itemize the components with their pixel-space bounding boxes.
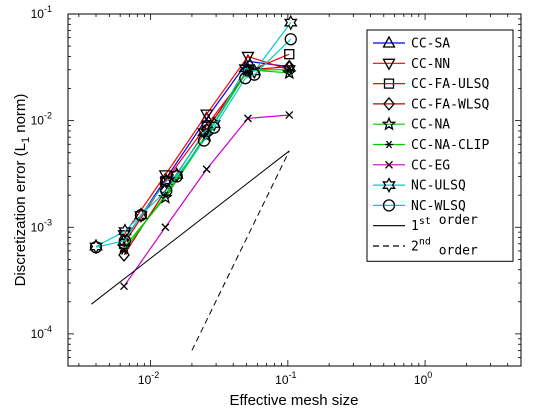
legend-label: CC-NN [411,57,450,72]
series-layer [89,14,298,351]
legend-marker [382,35,396,48]
x-tick-label: 10-2 [138,370,159,387]
y-tick-label: 10-3 [31,217,52,234]
data-point [160,184,173,197]
data-point [161,223,170,232]
data-point [120,282,128,291]
data-point [281,65,297,80]
y-tick-label: 10-4 [31,324,52,341]
legend-label: NC-ULSQ [411,179,466,194]
y-tick-label: 10-1 [31,4,52,21]
legend-label: 1st order [411,213,478,234]
data-point [118,247,130,262]
x-tick-label: 10-1 [275,370,296,387]
legend-label: CC-EG [411,158,450,173]
data-point [284,49,295,60]
legend-item: NC-WLSQ [373,199,466,214]
legend-item: 2nd order [373,237,478,259]
legend-marker [381,116,397,131]
legend-label: CC-NA-CLIP [411,138,489,153]
series-7 [89,14,298,255]
data-point [238,60,253,77]
legend-label: NC-WLSQ [411,199,466,214]
data-point [243,114,252,123]
data-point [118,234,132,247]
legend-item: CC-FA-ULSQ [373,77,489,92]
data-point [197,124,211,141]
data-point [285,65,294,74]
legend-marker [385,140,393,149]
data-point [207,121,221,134]
data-point [158,170,172,183]
data-point [247,63,262,80]
data-point [170,170,183,183]
legend-item: CC-SA [373,35,450,52]
legend-label: CC-SA [411,37,450,52]
data-point [283,14,298,31]
data-point [207,116,221,132]
data-point [120,247,129,255]
legend-label: CC-NA [411,118,450,133]
axes-layer [67,13,522,367]
legend-label: 2nd order [411,237,478,259]
legend-item: 1st order [373,213,478,234]
legend-marker [382,199,396,212]
data-point [134,208,148,222]
legend-label: CC-FA-WLSQ [411,97,489,112]
legend-marker [385,160,393,169]
data-point [285,111,294,119]
ticks-layer: 10-2 10-1 100 10-4 10-3 10-2 10-1 [31,4,522,387]
legend-marker [383,78,395,89]
data-point [200,109,214,122]
series-line [191,150,290,351]
legend: CC-SA CC-NN CC-FA-ULSQ CC-FA-WLSQ CC-NA CC-NA… [366,29,514,262]
x-tick-label: 100 [414,370,432,387]
data-point [241,51,255,64]
series-8 [89,33,297,254]
series-6 [120,111,294,291]
legend-item: NC-ULSQ [373,177,466,194]
legend-box [366,29,514,262]
legend-label: CC-FA-ULSQ [411,77,489,92]
legend-marker [383,96,395,111]
legend-item: CC-NA-CLIP [373,138,489,153]
data-point [197,134,211,147]
data-point [118,223,132,240]
x-axis-label: Effective mesh size [230,392,359,409]
data-point [89,241,103,254]
legend-item: CC-FA-WLSQ [373,96,489,112]
series-line [95,38,292,248]
data-point [134,207,148,224]
legend-marker [382,58,396,71]
data-point [248,68,261,81]
series-line [123,53,290,245]
data-point [284,33,297,46]
axes-frame [67,13,522,367]
legend-item: CC-NA [373,116,450,133]
y-tick-label: 10-2 [31,111,52,128]
series-10 [191,150,290,351]
series-line [91,150,290,305]
y-axis-label: Discretization error (L1 norm) [12,94,32,287]
legend-marker [382,177,396,193]
data-point [202,165,211,174]
legend-item: CC-EG [373,158,450,173]
legend-item: CC-NN [373,57,450,72]
series-9 [91,150,290,305]
